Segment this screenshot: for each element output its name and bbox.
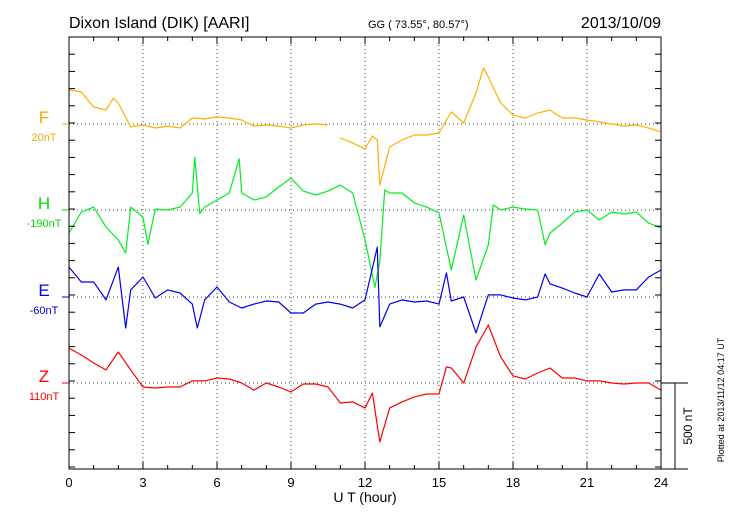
- baseline-label-h: -190nT: [27, 218, 62, 230]
- station-coords: GG ( 73.55°, 80.57°): [368, 19, 469, 31]
- baseline-label-z: 110nT: [29, 391, 60, 403]
- component-name-f: F: [39, 108, 49, 127]
- trace-h: [68, 156, 662, 288]
- x-tick-label: 18: [506, 475, 520, 490]
- x-tick-label: 12: [358, 475, 372, 490]
- baseline-label-f: 20nT: [31, 132, 56, 144]
- chart-title: Dixon Island (DIK) [AARI]: [69, 15, 250, 32]
- x-tick-label: 9: [287, 475, 294, 490]
- x-tick-label: 21: [580, 475, 594, 490]
- grid: [69, 37, 661, 469]
- x-axis-label: U T (hour): [333, 489, 396, 505]
- component-name-h: H: [38, 194, 50, 213]
- x-tick-label: 0: [65, 475, 72, 490]
- baseline-label-e: -60nT: [30, 305, 59, 317]
- trace-f: [340, 67, 662, 186]
- x-tick-label: 15: [432, 475, 446, 490]
- component-name-e: E: [38, 281, 49, 300]
- chart-date: 2013/10/09: [581, 15, 661, 32]
- component-labels: F 20nT H -190nT E -60nT Z 110nT: [27, 108, 69, 403]
- x-tick-labels: 0 3 6 9 12 15 18 21 24: [65, 475, 668, 490]
- scale-bar: 500 nT: [661, 382, 695, 470]
- trace-f: [68, 89, 329, 129]
- x-tick-label: 6: [213, 475, 220, 490]
- traces: [68, 67, 662, 443]
- trace-z: [68, 324, 662, 443]
- axis-ticks: [68, 36, 662, 469]
- component-name-z: Z: [39, 367, 49, 386]
- x-tick-label: 3: [139, 475, 146, 490]
- plotted-note: Plotted at 2013/11/12 04:17 UT: [716, 337, 726, 462]
- x-tick-label: 24: [654, 475, 668, 490]
- trace-e: [68, 246, 662, 334]
- scale-bar-label: 500 nT: [681, 407, 695, 445]
